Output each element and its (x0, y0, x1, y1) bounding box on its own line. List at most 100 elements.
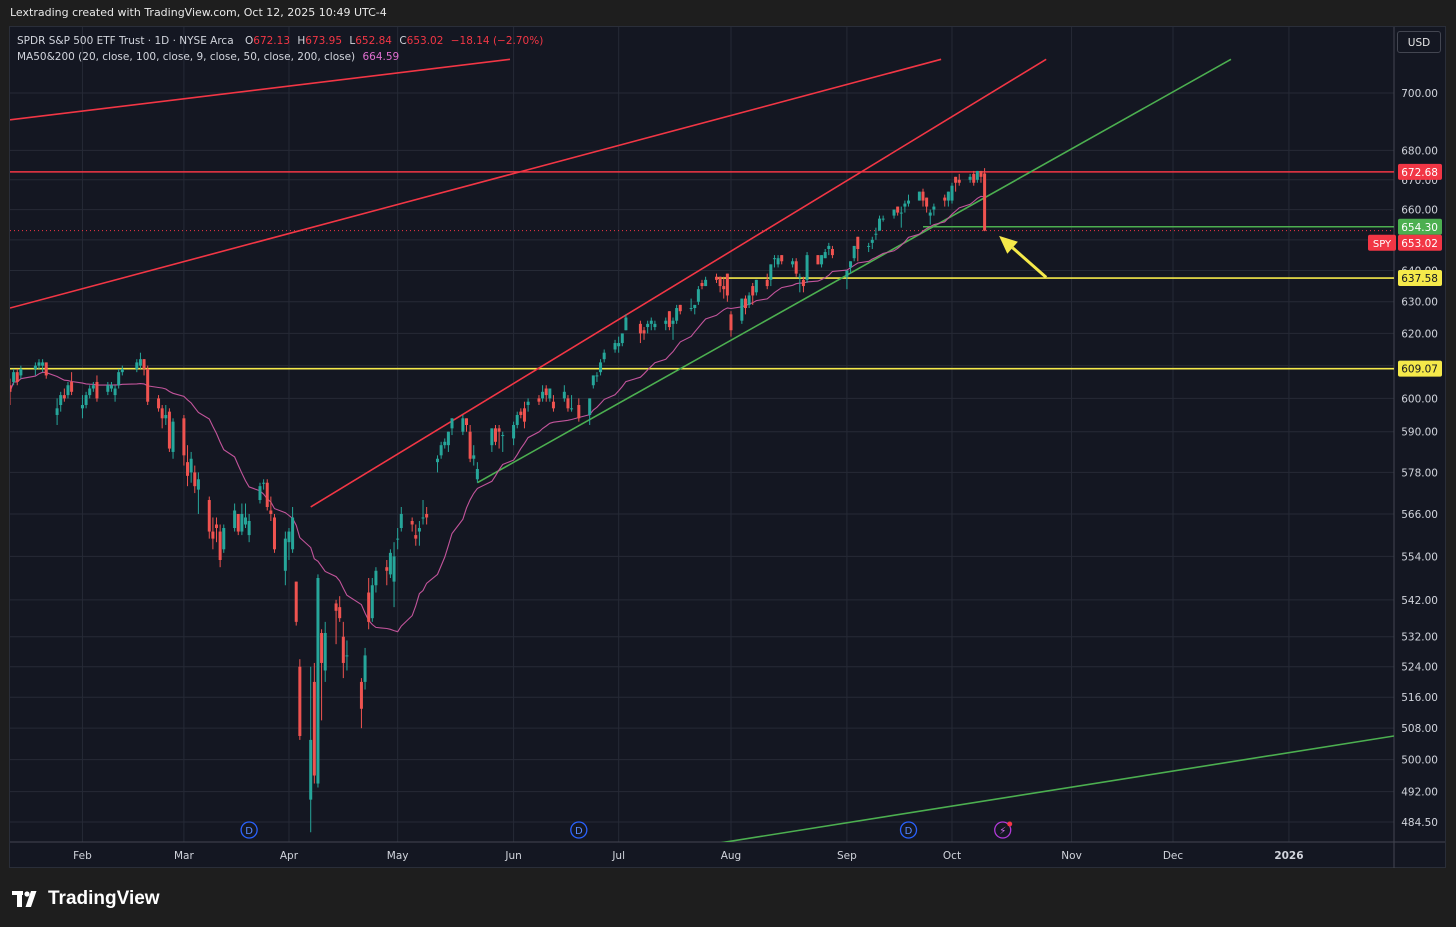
time-axis: Feb Mar Apr May Jun Jul Aug Sep Oct Nov Dec 2026 (73, 850, 1303, 862)
candle-body (120, 368, 124, 373)
event-marker (994, 821, 1012, 839)
candle-body (917, 191, 921, 201)
candle-body (345, 655, 349, 657)
candle-body (44, 362, 48, 376)
candle-body (718, 276, 722, 287)
candle-body (465, 418, 469, 425)
candle-body (193, 472, 197, 487)
candle-body (856, 236, 860, 249)
candle-body (146, 368, 150, 402)
candle-body (167, 411, 171, 449)
trend-line (10, 58, 511, 121)
candle-body (512, 424, 516, 439)
price-label-box (1398, 360, 1442, 377)
candle-body (765, 279, 769, 287)
candle-body (66, 385, 70, 396)
candle-body (642, 330, 646, 334)
candle-body (714, 276, 718, 280)
trend-line (476, 58, 1232, 484)
candle-body (769, 264, 773, 280)
candle-body (751, 286, 755, 296)
candle-body (171, 421, 175, 452)
time-tick-label: Jun (504, 850, 521, 862)
candle-body (591, 375, 595, 386)
candle-body (544, 388, 548, 396)
symbol-tag-box (1368, 234, 1396, 251)
candle-body (363, 655, 367, 682)
candle-body (704, 279, 708, 287)
candle-body (794, 261, 798, 274)
candle-body (91, 385, 95, 389)
candle-body (943, 197, 947, 201)
price-tick-label: 680.00 (1401, 145, 1438, 157)
dividend-marker-label: D (575, 826, 583, 837)
price-label-box (1398, 218, 1442, 235)
candle-body (399, 513, 403, 529)
time-tick-label: Sep (837, 850, 857, 862)
candle-body (678, 304, 682, 312)
candle-body (240, 513, 244, 532)
price-tick-label: 620.00 (1401, 328, 1438, 340)
candle-body (62, 395, 66, 399)
candle-body (845, 270, 849, 277)
markers-layer: D D D ⚡ (240, 821, 1013, 839)
candle-body (972, 173, 976, 183)
time-tick-label: Mar (174, 850, 194, 862)
candle-body (309, 739, 313, 800)
candle-body (874, 233, 878, 235)
candle-body (55, 408, 59, 415)
candle-body (392, 556, 396, 582)
candle-body (675, 308, 679, 321)
candle-body (272, 517, 276, 550)
candle-body (878, 218, 882, 231)
price-label-text: 654.30 (1401, 222, 1438, 234)
candle-body (160, 408, 164, 419)
legend-high: 673.95 (305, 35, 343, 47)
ma-line (10, 195, 985, 633)
price-tick-label: 508.00 (1401, 723, 1438, 735)
candle-body (816, 255, 820, 265)
candle-body (896, 206, 900, 213)
candle-body (526, 401, 530, 406)
currency-button[interactable]: USD (1397, 31, 1441, 53)
candle-body (370, 585, 374, 619)
candle-body (385, 567, 389, 571)
candle-body (570, 408, 574, 410)
candle-body (316, 578, 320, 784)
candle-body (881, 218, 885, 220)
time-tick-label: Jul (611, 850, 625, 862)
candle-body (595, 375, 599, 377)
candle-body (41, 362, 45, 366)
annotation-arrow-head (999, 235, 1018, 254)
candle-body (341, 636, 345, 663)
candle-body (468, 431, 472, 459)
candle-body (805, 255, 809, 280)
candle-body (425, 513, 429, 518)
candle-body (801, 279, 805, 287)
legend-ma-row[interactable]: MA50&200 (20, close, 100, close, 9, clos… (17, 49, 543, 65)
time-tick-label: 2026 (1274, 850, 1303, 862)
legend-high-label: H (297, 35, 306, 47)
candle-body (830, 248, 834, 256)
candle-body (541, 391, 545, 399)
candle-body (983, 173, 987, 231)
candle-body (207, 500, 211, 532)
candle-body (780, 255, 784, 262)
candle-body (979, 170, 983, 177)
candle-body (164, 414, 168, 419)
candle-body (620, 333, 624, 344)
candle-body (617, 343, 621, 347)
candle-body (410, 520, 414, 525)
price-tick-label: 554.00 (1401, 551, 1438, 563)
tradingview-logo[interactable]: TradingView (12, 888, 160, 910)
candle-body (450, 418, 454, 429)
candle-body (294, 581, 298, 622)
price-label-text: 637.58 (1401, 273, 1438, 285)
candle-body (689, 308, 693, 310)
price-axis: 484.50 492.00 500.00 508.00 516.00 524.00 532.… (1401, 88, 1438, 829)
candle-body (186, 462, 190, 476)
candle-body (548, 388, 552, 399)
candle-body (852, 245, 856, 259)
candle-body (138, 359, 142, 366)
